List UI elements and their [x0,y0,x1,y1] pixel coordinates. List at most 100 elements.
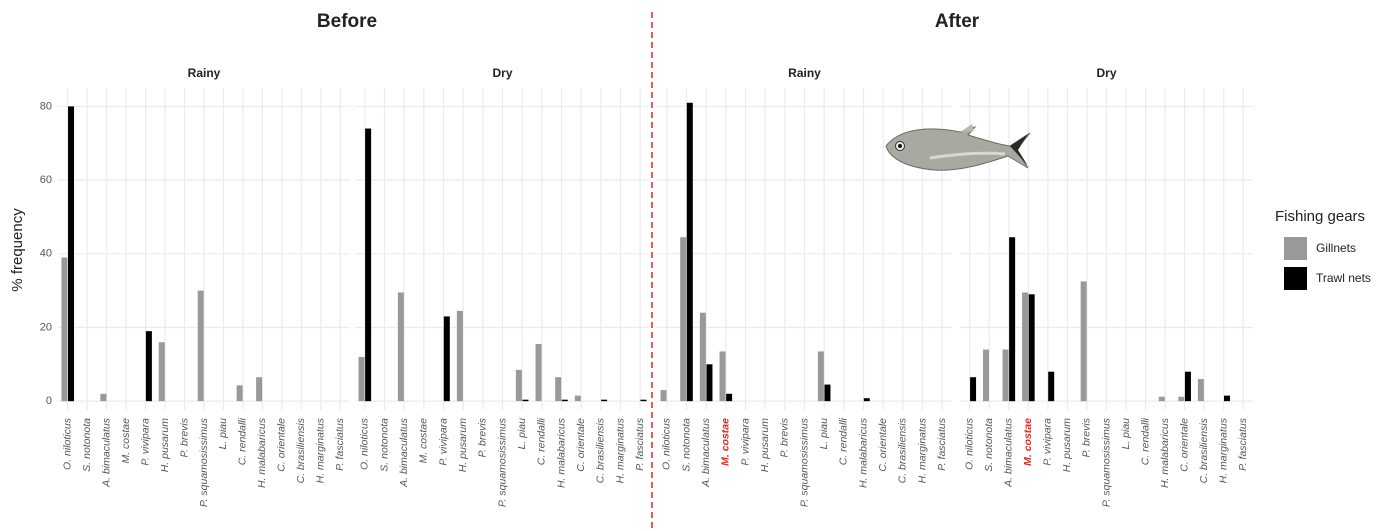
panel-title: Rainy [788,66,821,80]
x-tick-label: C. brasiliensis [1198,417,1210,483]
x-tick-label: P. fasciatus [1237,417,1249,471]
x-tick-label: H. pusarum [457,418,469,473]
x-tick-label: P. squamosissimus [198,417,210,507]
bar [562,400,568,401]
x-tick-label: H. malabaricus [1159,417,1171,488]
bar [1022,292,1028,401]
x-tick-label: O. niloticus [62,417,74,470]
bar [61,257,67,401]
bar [680,237,686,401]
group-heading: After [935,11,980,32]
panel-title: Rainy [188,66,221,80]
bar [146,331,152,401]
x-tick-label: P. brevis [779,417,791,457]
bar [661,390,667,401]
x-tick-label: C. orientale [877,418,889,472]
x-tick-label: P. vivipara [739,418,751,466]
x-tick-label: M. costae [1022,418,1034,466]
x-tick-label: C. rendalli [1139,417,1151,465]
x-tick-label: P. squamosissimus [496,417,508,507]
bar [457,311,463,401]
bar [1003,350,1009,402]
bar [983,350,989,402]
x-tick-label: O. niloticus [359,417,371,470]
bar [700,313,706,401]
bar [575,396,581,402]
x-tick-label: P. vivipara [437,418,449,466]
y-tick-label: 20 [40,321,52,333]
x-tick-label: M. costae [120,418,132,464]
x-tick-label: S. notonota [378,418,390,472]
x-tick-label: M. costae [418,418,430,464]
x-tick-label: P. vivipara [139,418,151,466]
x-tick-label: A. bimaculatus [398,417,410,488]
legend-key [1284,237,1307,260]
panel-title: Dry [1096,66,1116,80]
y-tick-label: 80 [40,100,52,112]
x-tick-label: C. brasiliensis [897,417,909,483]
legend-title: Fishing gears [1275,208,1365,225]
bar [1178,397,1184,401]
bar [365,129,371,402]
x-tick-label: C. rendalli [536,417,548,465]
x-tick-label: S. notonota [983,418,995,472]
x-tick-label: S. notonota [81,418,93,472]
bar [687,103,693,401]
x-tick-label: C. brasiliensis [595,417,607,483]
bar [640,400,646,401]
x-tick-label: H. malabaricus [555,417,567,488]
bar [1029,294,1035,401]
x-tick-label: O. niloticus [661,417,673,470]
x-tick-label: H. pusarum [759,418,771,473]
bar [824,385,830,402]
x-tick-label: O. niloticus [964,417,976,470]
x-tick-label: H. marginatus [1217,417,1229,483]
x-tick-label: C. rendalli [838,417,850,465]
bar [68,106,74,401]
x-tick-label: P. fasciatus [334,417,346,471]
x-tick-label: A. bimaculatus [1003,417,1015,488]
x-tick-label: P. squamosissimus [1100,417,1112,507]
x-tick-label: C. orientale [276,418,288,472]
bar [864,398,870,401]
bar [444,316,450,401]
x-tick-label: H. malabaricus [857,417,869,488]
bar [198,291,204,402]
bar [522,400,528,401]
bar [1081,281,1087,401]
bar [359,357,365,401]
x-tick-label: H. marginatus [315,417,327,483]
bar [1009,237,1015,401]
x-tick-label: C. rendalli [237,417,249,465]
x-tick-label: P. fasciatus [936,417,948,471]
x-tick-label: L. piau [217,418,229,450]
bar [1048,372,1054,401]
x-tick-label: A. bimaculatus [100,417,112,488]
bar [818,351,824,401]
x-tick-label: H. pusarum [159,418,171,473]
y-axis-label: % frequency [9,208,26,292]
x-tick-label: H. marginatus [614,417,626,483]
bar [100,394,106,401]
x-tick-label: C. brasiliensis [295,417,307,483]
x-tick-label: S. notonota [680,418,692,472]
bar [726,394,732,401]
group-heading: Before [317,11,377,32]
bar [398,292,404,401]
bar [1198,379,1204,401]
x-tick-label: C. orientale [575,418,587,472]
x-tick-label: H. malabaricus [256,417,268,488]
bar [1159,397,1165,401]
legend-label: Trawl nets [1316,271,1371,285]
bar [970,377,976,401]
x-tick-label: P. squamosissimus [798,417,810,507]
x-tick-label: L. piau [818,418,830,450]
bar [720,351,726,401]
bar [1224,396,1230,402]
x-tick-label: H. marginatus [916,417,928,483]
bar [1185,372,1191,401]
bar [159,342,165,401]
bar [536,344,542,401]
bar [555,377,561,401]
bar [601,400,607,401]
